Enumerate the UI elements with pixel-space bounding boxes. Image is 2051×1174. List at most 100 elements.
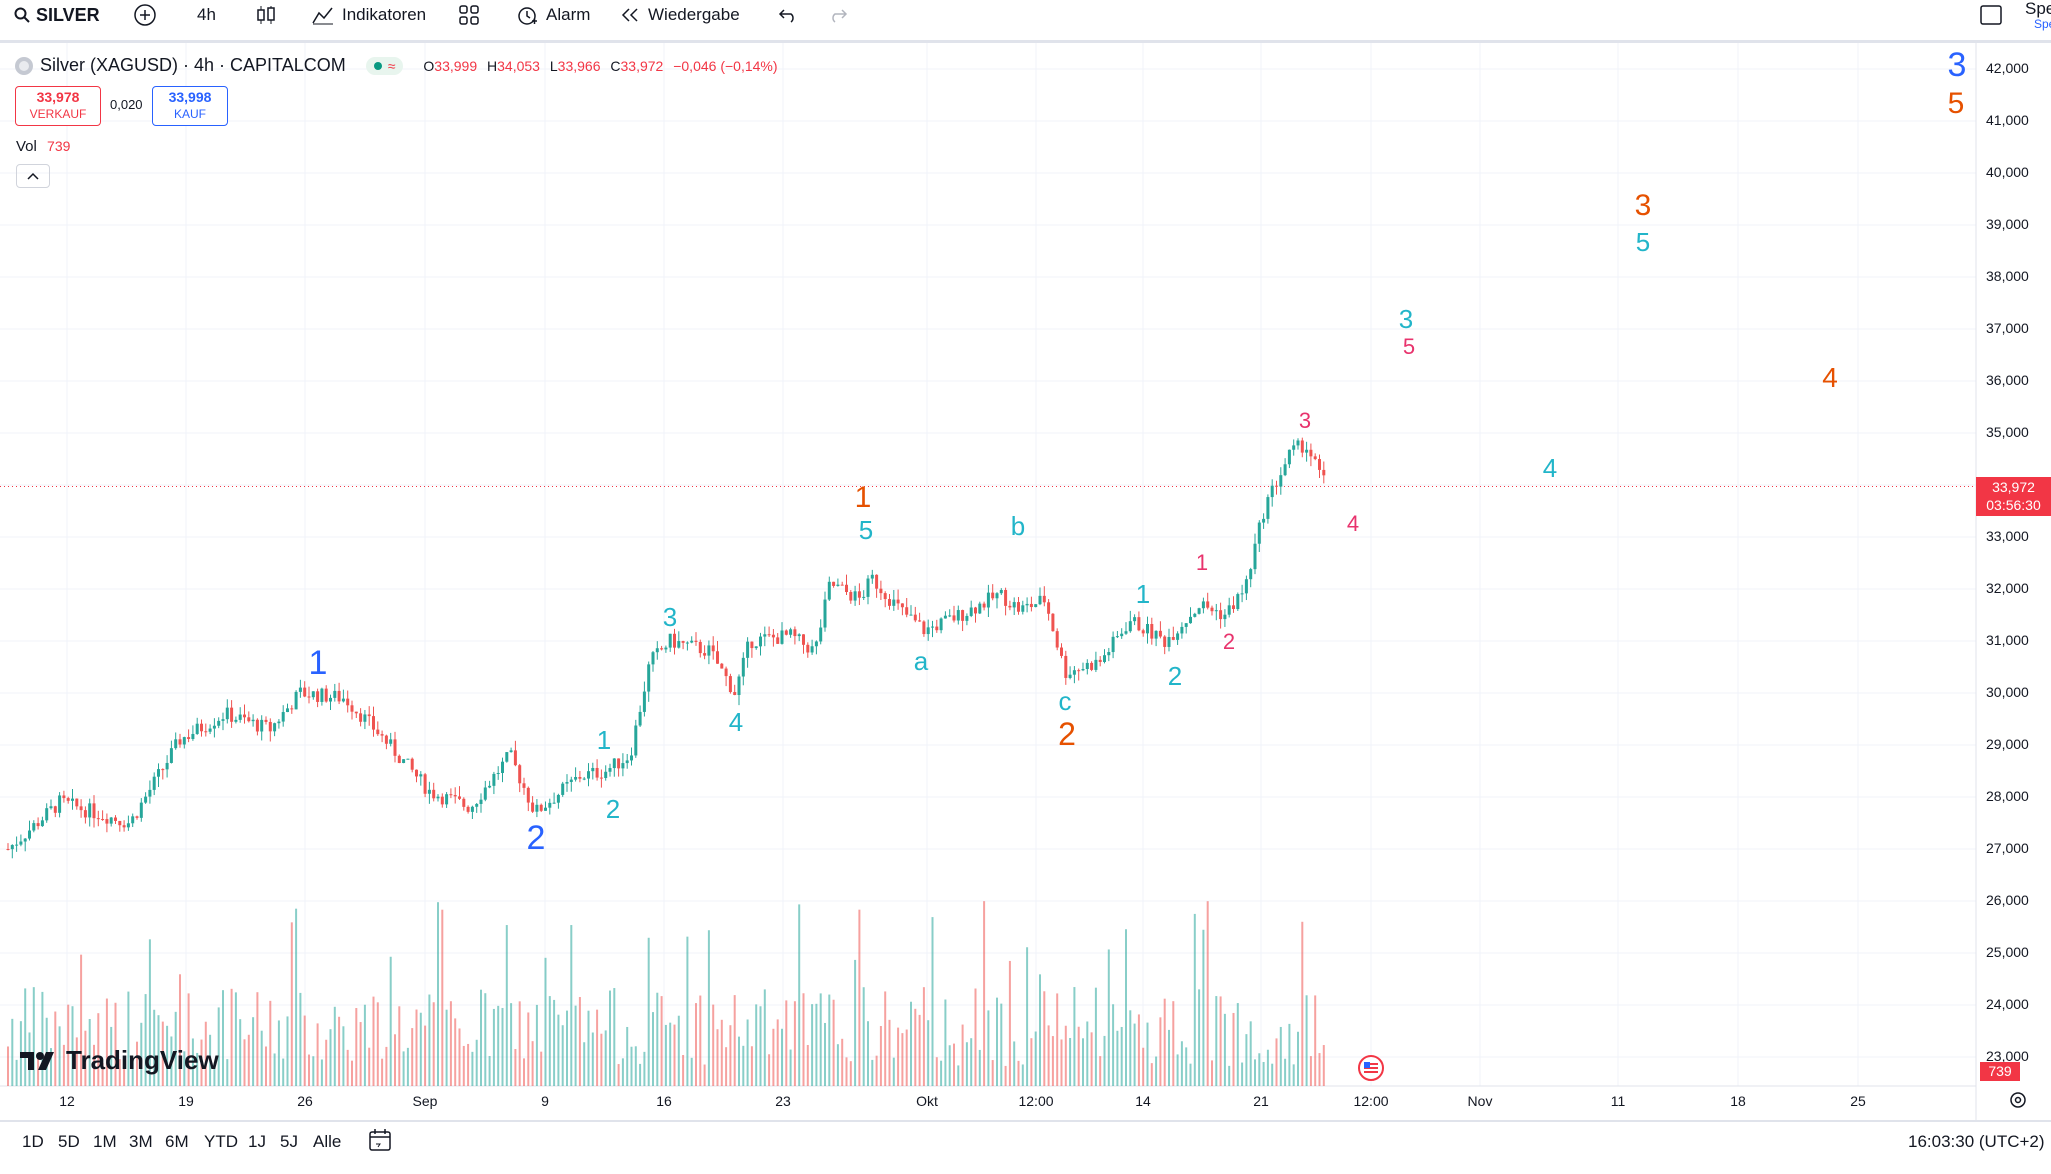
volume-bar <box>531 1041 534 1086</box>
range-button-3m[interactable]: 3M <box>129 1132 153 1151</box>
candle-body <box>376 729 380 735</box>
volume-bar <box>858 909 861 1086</box>
range-button-5d[interactable]: 5D <box>58 1132 80 1151</box>
range-button-1j[interactable]: 1J <box>248 1132 266 1151</box>
volume-bar <box>1133 1023 1136 1086</box>
wave-label-blue: 1 <box>308 644 328 682</box>
candle-body <box>1244 579 1248 594</box>
candle-body <box>1236 594 1240 610</box>
candle-body <box>789 629 793 635</box>
volume-bar <box>987 1010 990 1086</box>
volume-bar <box>1189 1063 1192 1086</box>
candle-body <box>161 769 165 771</box>
candle-body <box>802 634 805 645</box>
time-tick-label: Sep <box>412 1093 438 1109</box>
volume-bar <box>320 1059 323 1086</box>
volume-bar <box>239 1019 242 1086</box>
candle-body <box>1154 630 1158 639</box>
interval-button[interactable]: 4h <box>197 5 216 24</box>
candle-body <box>1072 670 1076 675</box>
candle-body <box>634 725 638 756</box>
candle-body <box>1098 659 1102 662</box>
timezone-button[interactable]: 16:03:30 (UTC+2) <box>1908 1132 2045 1151</box>
volume-bar <box>204 1021 207 1086</box>
volume-bar <box>303 1015 306 1086</box>
economic-event-flag-icon[interactable] <box>1358 1055 1384 1086</box>
volume-bar <box>1073 987 1076 1086</box>
candle-body <box>879 588 883 594</box>
sell-button[interactable]: 33,978 VERKAUF <box>15 86 101 126</box>
chart-pane[interactable]: Silver (XAGUSD) · 4h · CAPITALCOM ≈ O33,… <box>0 43 2051 1120</box>
time-tick-label: 23 <box>775 1093 791 1109</box>
volume-bar <box>1047 1025 1050 1086</box>
candle-body <box>359 713 363 722</box>
candle-body <box>320 688 324 702</box>
volume-bar <box>836 1044 839 1086</box>
candle-body <box>840 584 844 586</box>
compare-button[interactable] <box>133 0 157 30</box>
candle-body <box>10 845 14 850</box>
plus-circle-icon <box>134 4 156 26</box>
fullscreen-button[interactable] <box>1980 0 2002 30</box>
volume-bar <box>299 992 302 1086</box>
volume-bar <box>897 1027 900 1086</box>
axis-settings-button[interactable] <box>2008 1090 2028 1115</box>
symbol-logo-icon <box>15 56 33 75</box>
volume-bar <box>703 1064 706 1086</box>
redo-button[interactable] <box>828 0 848 30</box>
chart-type-button[interactable] <box>256 0 276 30</box>
volume-bar <box>725 1047 728 1086</box>
chart-canvas[interactable] <box>0 43 2051 1120</box>
range-button-1d[interactable]: 1D <box>22 1132 44 1151</box>
candle-body <box>750 641 754 649</box>
volume-bar <box>965 1042 968 1086</box>
volume-bar <box>243 1039 246 1086</box>
volume-bar <box>445 1009 448 1086</box>
time-tick-label: 25 <box>1850 1093 1866 1109</box>
goto-date-button[interactable] <box>368 1128 392 1157</box>
range-button-5j[interactable]: 5J <box>280 1132 298 1151</box>
volume-bar <box>557 1014 560 1086</box>
volume-bar <box>376 1002 379 1086</box>
candle-body <box>1167 637 1171 647</box>
alert-button[interactable]: Alarm <box>516 0 590 30</box>
undo-button[interactable] <box>778 0 798 30</box>
indicators-button[interactable]: Indikatoren <box>312 0 426 30</box>
candle-body <box>582 778 586 780</box>
symbol-search-button[interactable]: SILVER <box>14 0 100 30</box>
gear-icon <box>2010 1092 2026 1108</box>
range-button-ytd[interactable]: YTD <box>204 1132 238 1151</box>
wave-label-blue: 3 <box>1947 46 1967 84</box>
templates-button[interactable] <box>458 0 480 30</box>
volume-bar <box>11 1018 14 1086</box>
candle-body <box>286 708 289 713</box>
candle-body <box>1270 485 1274 498</box>
market-status-badge[interactable]: ≈ <box>365 56 404 75</box>
range-button-6m[interactable]: 6M <box>165 1132 189 1151</box>
collapse-legend-button[interactable] <box>16 164 50 188</box>
volume-bar <box>1099 1056 1102 1086</box>
candle-body <box>462 798 466 807</box>
candle-body <box>1313 456 1317 460</box>
calendar-icon <box>369 1129 391 1151</box>
volume-bar <box>613 988 616 1086</box>
replay-button[interactable]: Wiedergabe <box>620 0 740 30</box>
open-value: 33,999 <box>434 57 478 74</box>
volume-bar <box>1163 998 1166 1086</box>
candle-body <box>1115 636 1119 638</box>
buy-button[interactable]: 33,998 KAUF <box>152 86 228 126</box>
change-value: −0,046 (−0,14%) <box>673 57 778 74</box>
volume-bar <box>179 974 181 1086</box>
volume-bar <box>695 1003 697 1086</box>
tradingview-watermark[interactable]: TradingView <box>20 1045 219 1076</box>
range-button-alle[interactable]: Alle <box>313 1132 342 1151</box>
candle-body <box>260 719 264 732</box>
volume-bar <box>944 999 947 1086</box>
volume-bar <box>733 995 736 1086</box>
volume-bar <box>652 1012 654 1086</box>
volume-bar <box>191 1038 194 1086</box>
partial-button-label[interactable]: Spe <box>2025 0 2051 18</box>
candle-body <box>200 723 203 732</box>
range-button-1m[interactable]: 1M <box>93 1132 117 1151</box>
price-tick-label: 38,000 <box>1986 268 2029 284</box>
